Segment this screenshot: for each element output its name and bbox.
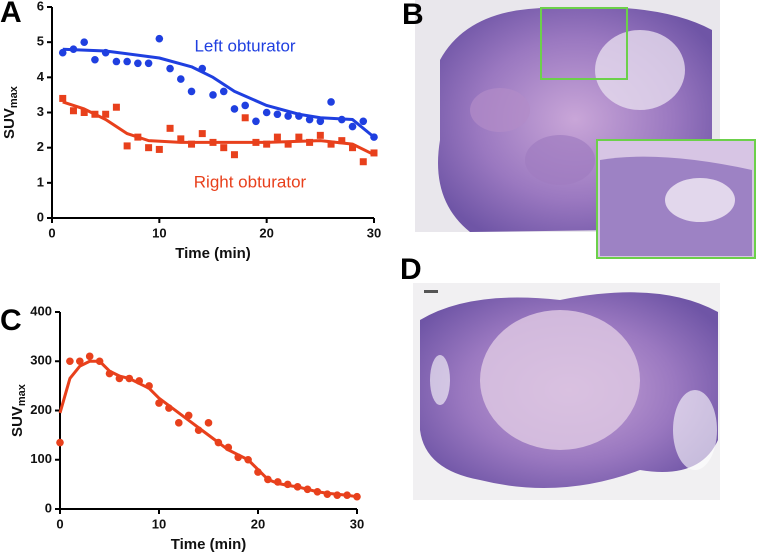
data-point: [220, 144, 228, 152]
data-point: [349, 144, 357, 152]
panel-label: A: [0, 0, 22, 29]
data-point: [284, 112, 292, 120]
y-tick-label: 200: [30, 402, 52, 417]
data-point: [263, 140, 271, 148]
data-point: [56, 438, 64, 447]
series-label: Right obturator: [194, 172, 307, 191]
data-point: [166, 124, 174, 132]
data-point: [85, 352, 94, 361]
x-tick-label: 10: [152, 516, 166, 531]
data-point: [252, 117, 260, 126]
data-point: [327, 98, 335, 106]
data-point: [219, 87, 228, 96]
y-axis-title: SUVmax: [1, 85, 20, 139]
y-tick-label: 0: [45, 500, 52, 515]
data-point: [80, 109, 88, 116]
data-point: [187, 87, 196, 96]
y-tick-label: 0: [37, 209, 44, 224]
y-tick-label: 400: [30, 303, 52, 318]
x-tick-label: 30: [367, 225, 381, 240]
panel-label: D: [400, 253, 422, 286]
data-point: [145, 144, 153, 152]
panel-label: B: [402, 0, 424, 31]
data-point: [188, 140, 196, 148]
data-point: [359, 158, 367, 166]
ylabel-main: SUV: [9, 406, 26, 437]
data-point: [166, 64, 174, 73]
y-axis-title-text: SUVmax: [9, 383, 28, 437]
x-axis-title: Time (min): [171, 536, 247, 553]
data-point: [66, 357, 74, 366]
fit-line: [62, 47, 375, 139]
data-point: [230, 105, 239, 113]
data-point: [58, 48, 67, 57]
series-label: Left obturator: [194, 36, 295, 55]
data-point: [123, 142, 131, 150]
data-point: [370, 149, 378, 157]
data-point: [273, 110, 282, 119]
data-point: [76, 357, 84, 366]
x-tick-label: 0: [56, 516, 63, 531]
y-axis-title: SUVmax: [9, 383, 28, 437]
data-point: [112, 103, 120, 111]
data-point: [209, 91, 217, 99]
data-point: [338, 137, 346, 145]
x-tick-label: 20: [259, 225, 273, 240]
ylabel-sub: max: [8, 85, 20, 108]
data-point: [359, 117, 368, 126]
x-tick-label: 20: [251, 516, 265, 531]
data-point: [348, 122, 357, 131]
data-point: [316, 131, 324, 139]
data-point: [230, 151, 238, 159]
fit-line: [62, 100, 375, 157]
data-point: [284, 140, 292, 148]
y-tick-label: 1: [37, 174, 44, 189]
data-point: [144, 59, 153, 68]
histology-image-b: [415, 0, 756, 259]
data-point: [123, 57, 131, 66]
data-point: [295, 133, 303, 141]
y-tick-label: 6: [37, 0, 44, 13]
x-axis-title: Time (min): [175, 245, 251, 262]
data-point: [262, 108, 271, 117]
data-point: [204, 419, 213, 427]
data-point: [155, 34, 164, 43]
data-point: [177, 135, 185, 143]
data-point: [273, 133, 281, 141]
histology-image-d: [413, 283, 720, 500]
data-point: [177, 75, 185, 83]
x-tick-label: 30: [350, 516, 364, 531]
data-point: [59, 94, 67, 102]
ylabel-main: SUV: [1, 108, 18, 139]
data-point: [102, 110, 110, 118]
y-tick-label: 3: [37, 104, 44, 119]
x-tick-label: 10: [152, 225, 166, 240]
panel-label: C: [0, 304, 22, 337]
y-tick-label: 4: [37, 69, 45, 84]
data-point: [69, 107, 77, 115]
data-point: [112, 57, 121, 66]
data-point: [175, 419, 183, 427]
data-point: [91, 55, 99, 64]
x-tick-label: 0: [48, 225, 55, 240]
y-tick-label: 2: [37, 139, 44, 154]
y-axis-title-text: SUVmax: [1, 85, 20, 139]
y-tick-label: 100: [30, 451, 52, 466]
data-point: [80, 38, 88, 46]
data-point: [155, 145, 163, 153]
data-point: [316, 117, 325, 126]
data-point: [134, 59, 142, 68]
y-tick-label: 5: [37, 34, 44, 49]
data-point: [198, 130, 206, 138]
y-tick-label: 300: [30, 353, 52, 368]
data-point: [327, 140, 335, 148]
ylabel-sub: max: [16, 383, 28, 406]
fit-line: [58, 359, 358, 499]
data-point: [241, 101, 249, 110]
data-point: [241, 114, 249, 122]
